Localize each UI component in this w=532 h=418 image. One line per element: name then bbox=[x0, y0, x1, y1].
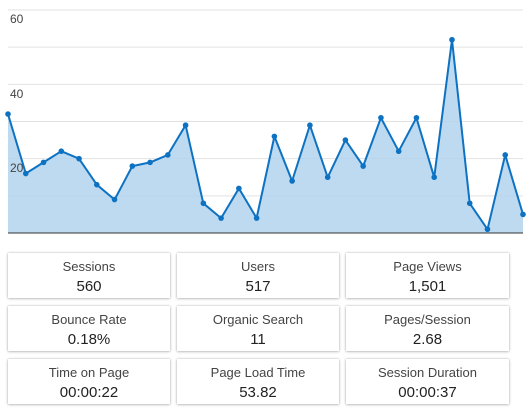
metric-label: Pages/Session bbox=[384, 312, 471, 327]
metric-card-organic-search: Organic Search 11 bbox=[177, 306, 339, 351]
metric-label: Users bbox=[241, 259, 275, 274]
data-point bbox=[431, 174, 438, 181]
data-point bbox=[253, 215, 260, 221]
data-point bbox=[182, 122, 189, 129]
metric-label: Page Views bbox=[393, 259, 462, 274]
metric-value: 517 bbox=[245, 278, 271, 295]
data-point bbox=[324, 174, 331, 181]
data-point bbox=[342, 137, 349, 143]
metric-card-sessions: Sessions 560 bbox=[8, 253, 170, 298]
metric-label: Session Duration bbox=[378, 365, 477, 380]
data-point bbox=[22, 170, 29, 177]
metric-value: 00:00:22 bbox=[59, 384, 119, 401]
data-point bbox=[378, 114, 384, 121]
metric-value: 0.18% bbox=[67, 331, 111, 348]
metric-card-bounce-rate: Bounce Rate 0.18% bbox=[8, 306, 170, 351]
metric-card-time-on-page: Time on Page 00:00:22 bbox=[8, 359, 170, 404]
data-point bbox=[449, 36, 455, 43]
data-point bbox=[40, 159, 47, 166]
data-point bbox=[289, 178, 295, 184]
metric-card-page-views: Page Views 1,501 bbox=[346, 253, 509, 298]
data-point bbox=[307, 122, 313, 129]
metric-value: 53.82 bbox=[239, 384, 277, 401]
data-point bbox=[360, 163, 366, 169]
data-point bbox=[76, 155, 82, 162]
metric-value: 2.68 bbox=[412, 331, 443, 348]
metric-value: 00:00:37 bbox=[398, 384, 457, 401]
data-point bbox=[484, 226, 491, 233]
sessions-area-chart bbox=[5, 9, 526, 234]
area-fill bbox=[8, 39, 523, 234]
metric-value: 560 bbox=[76, 278, 102, 295]
metric-label: Sessions bbox=[62, 259, 116, 274]
metric-label: Time on Page bbox=[48, 365, 130, 380]
metric-card-session-duration: Session Duration 00:00:37 bbox=[346, 359, 509, 404]
y-tick-label-40: 40 bbox=[10, 87, 24, 101]
data-point bbox=[93, 181, 100, 188]
data-point bbox=[520, 211, 526, 218]
metric-card-page-load-time: Page Load Time 53.82 bbox=[177, 359, 339, 404]
metric-label: Page Load Time bbox=[210, 365, 306, 380]
series-line bbox=[7, 38, 524, 231]
data-point bbox=[165, 152, 171, 158]
data-point bbox=[271, 133, 278, 140]
metric-value: 1,501 bbox=[408, 278, 447, 295]
data-point bbox=[395, 148, 402, 155]
data-point bbox=[111, 196, 118, 203]
data-point bbox=[218, 215, 224, 221]
data-point bbox=[147, 159, 153, 166]
y-tick-label-60: 60 bbox=[10, 12, 24, 26]
data-point bbox=[502, 152, 509, 158]
metric-label: Organic Search bbox=[212, 312, 304, 327]
metrics-grid: Sessions 560 Users 517 Page Views 1,501 … bbox=[8, 253, 525, 404]
metric-card-users: Users 517 bbox=[177, 253, 339, 298]
data-point bbox=[236, 185, 242, 192]
data-point bbox=[466, 200, 473, 207]
data-point bbox=[200, 200, 207, 207]
data-point bbox=[413, 114, 420, 121]
metric-label: Bounce Rate bbox=[51, 312, 127, 327]
data-point bbox=[5, 111, 11, 117]
metric-card-pages-per-session: Pages/Session 2.68 bbox=[346, 306, 509, 351]
data-point bbox=[129, 163, 136, 169]
data-point bbox=[58, 148, 65, 155]
metric-value: 11 bbox=[250, 331, 266, 348]
y-tick-label-20: 20 bbox=[10, 161, 24, 175]
